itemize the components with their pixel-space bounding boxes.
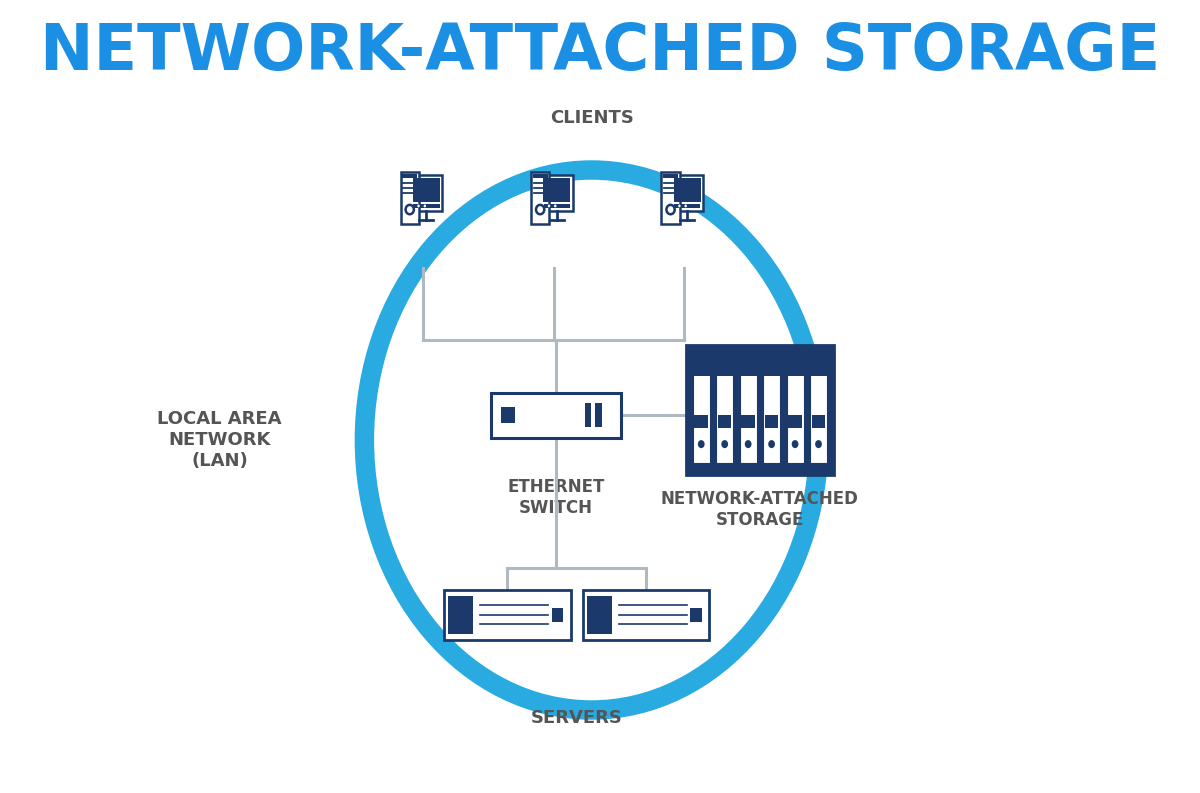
Bar (533, 174, 547, 178)
Bar (448, 596, 473, 634)
Bar (810, 357, 827, 463)
FancyBboxPatch shape (541, 175, 572, 212)
Bar (810, 357, 827, 376)
Text: SERVERS: SERVERS (530, 709, 623, 727)
Bar (716, 357, 733, 376)
FancyBboxPatch shape (491, 393, 622, 438)
Bar (595, 403, 602, 427)
Bar (718, 416, 732, 428)
Bar (692, 357, 709, 463)
Bar (664, 174, 678, 178)
Bar (695, 416, 708, 428)
FancyBboxPatch shape (444, 590, 570, 640)
FancyBboxPatch shape (530, 172, 550, 224)
Bar (763, 357, 780, 463)
Bar (413, 178, 440, 202)
Text: NETWORK-ATTACHED STORAGE: NETWORK-ATTACHED STORAGE (40, 21, 1160, 83)
Bar (552, 608, 563, 622)
Circle shape (554, 205, 557, 208)
Bar (786, 357, 804, 376)
Bar (716, 357, 733, 463)
Circle shape (418, 205, 420, 208)
FancyBboxPatch shape (661, 172, 679, 224)
Bar (544, 204, 570, 208)
Text: NETWORK-ATTACHED
STORAGE: NETWORK-ATTACHED STORAGE (661, 490, 859, 529)
Circle shape (815, 440, 822, 448)
Bar (811, 416, 826, 428)
Bar (763, 357, 780, 376)
Bar (587, 596, 612, 634)
Circle shape (547, 205, 550, 208)
Circle shape (745, 440, 751, 448)
Circle shape (678, 205, 680, 208)
Circle shape (721, 440, 728, 448)
Bar (742, 416, 755, 428)
Bar (786, 357, 804, 463)
FancyBboxPatch shape (686, 345, 834, 475)
FancyBboxPatch shape (672, 175, 703, 212)
Bar (690, 608, 702, 622)
Bar (692, 357, 709, 376)
Bar (764, 416, 779, 428)
Text: LOCAL AREA
NETWORK
(LAN): LOCAL AREA NETWORK (LAN) (157, 410, 282, 469)
FancyBboxPatch shape (410, 175, 442, 212)
Bar (788, 416, 802, 428)
Circle shape (698, 440, 704, 448)
Text: ETHERNET
SWITCH: ETHERNET SWITCH (508, 478, 605, 517)
Circle shape (424, 205, 426, 208)
Bar (402, 174, 418, 178)
FancyBboxPatch shape (401, 172, 419, 224)
Text: CLIENTS: CLIENTS (550, 109, 634, 127)
Bar (673, 178, 701, 202)
Bar (739, 357, 757, 463)
Bar (502, 407, 515, 423)
Bar (739, 357, 757, 376)
Bar (674, 204, 701, 208)
Circle shape (768, 440, 775, 448)
Bar (413, 204, 439, 208)
Bar (584, 403, 592, 427)
Circle shape (792, 440, 798, 448)
FancyBboxPatch shape (583, 590, 709, 640)
Circle shape (684, 205, 686, 208)
Bar (544, 178, 570, 202)
